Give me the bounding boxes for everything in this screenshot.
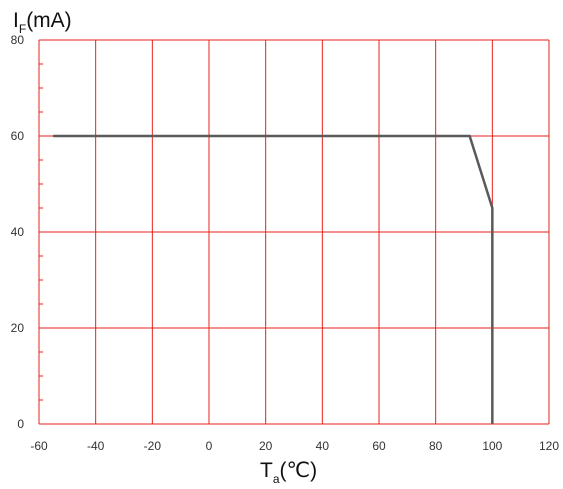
x-tick-label: 120: [539, 439, 559, 453]
x-tick-label: 100: [482, 439, 502, 453]
x-tick-label: 40: [316, 439, 330, 453]
x-tick-label: 0: [206, 439, 213, 453]
x-tick-label: -20: [144, 439, 162, 453]
x-axis-title-sub: a: [273, 472, 280, 486]
x-tick-label: -40: [87, 439, 105, 453]
x-axis-title-unit: (℃): [280, 459, 318, 482]
x-axis-title-main: T: [260, 459, 273, 482]
y-tick-labels: 0 20 40 60 80: [11, 33, 25, 431]
y-tick-label: 80: [11, 33, 25, 47]
x-tick-label: -60: [30, 439, 48, 453]
y-minor-ticks: [39, 63, 43, 401]
y-tick-label: 20: [11, 321, 25, 335]
series-layer: [53, 134, 494, 424]
y-axis-title: IF(mA): [13, 9, 72, 36]
x-axis-title: Ta(℃): [260, 459, 317, 486]
y-axis-title-sub: F: [19, 22, 26, 36]
grid: [38, 39, 550, 425]
x-tick-labels: -60 -40 -20 0 20 40 60 80 100 120: [30, 439, 559, 453]
y-tick-label: 60: [11, 129, 25, 143]
x-tick-label: 60: [372, 439, 386, 453]
y-tick-label: 0: [17, 417, 24, 431]
x-tick-label: 20: [259, 439, 273, 453]
x-tick-label: 80: [429, 439, 443, 453]
y-axis-title-main: I: [13, 9, 19, 32]
series-line: [53, 134, 494, 424]
y-axis-title-unit: (mA): [26, 9, 72, 32]
y-tick-label: 40: [11, 225, 25, 239]
